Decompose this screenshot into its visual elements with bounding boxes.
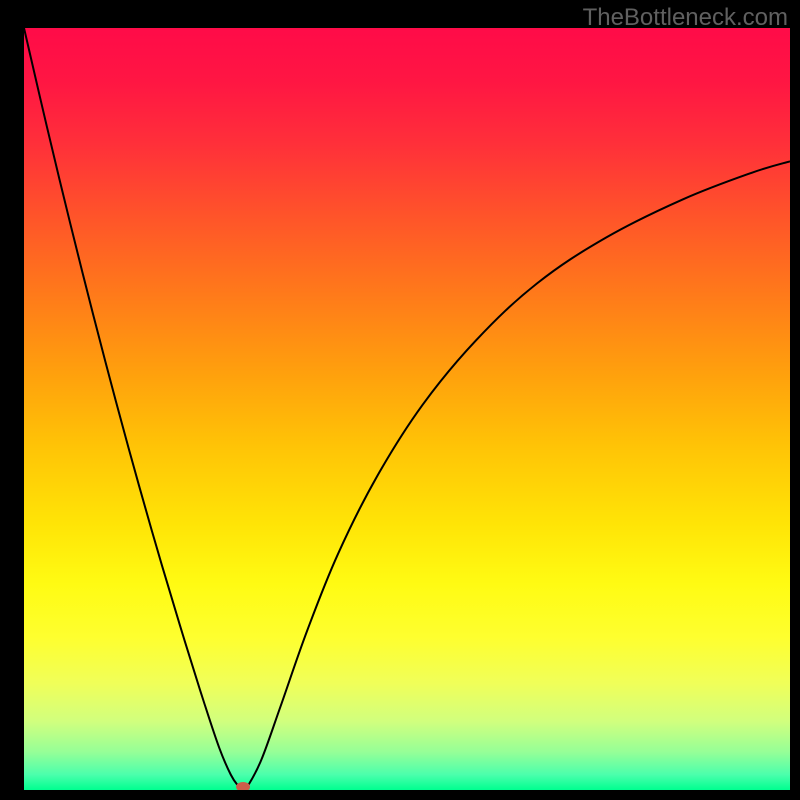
watermark-text: TheBottleneck.com — [583, 4, 788, 32]
chart-canvas: TheBottleneck.com — [0, 0, 800, 800]
curve-layer — [24, 28, 790, 790]
plot-area — [24, 28, 790, 790]
